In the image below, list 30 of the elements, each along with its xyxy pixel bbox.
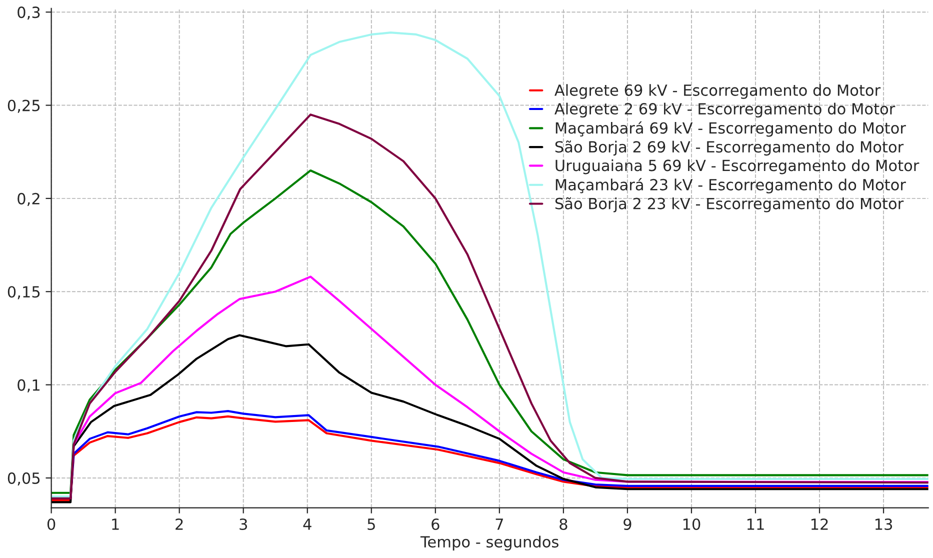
legend-label: Alegrete 2 69 kV - Escorregamento do Motor (554, 102, 896, 118)
x-tick-label: 12 (811, 518, 828, 530)
y-tick-label: 0,1 (18, 379, 40, 392)
y-tick-label: 0,15 (8, 286, 40, 300)
x-tick-label: 3 (240, 518, 247, 530)
x-tick-label: 5 (368, 518, 375, 530)
legend-label: São Borja 2 23 kV - Escorregamento do Motor (555, 197, 904, 212)
x-tick-label: 8 (560, 518, 568, 530)
legend-label: Alegrete 69 kV - Escorregamento do Motor (554, 84, 881, 99)
x-axis-title: Tempo - segundos (420, 536, 558, 551)
legend-label: São Borja 2 69 kV - Escorregamento do Motor (555, 140, 904, 156)
y-tick-label: 0,2 (18, 192, 40, 206)
x-tick-label: 4 (303, 518, 312, 530)
x-tick-label: 7 (496, 518, 503, 530)
x-tick-label: 1 (112, 518, 119, 530)
x-tick-label: 9 (624, 518, 632, 530)
x-tick-label: 11 (747, 518, 764, 530)
legend-label: Maçambará 69 kV - Escorregamento do Motor (556, 121, 906, 137)
x-tick-label: 6 (432, 518, 440, 530)
y-tick-label: 0,3 (18, 6, 40, 20)
x-tick-label: 2 (176, 518, 183, 530)
line-series (51, 32, 928, 498)
line-series (51, 334, 928, 504)
x-tick-label: 13 (875, 518, 892, 530)
legend-label: Maçambará 23 kV - Escorregamento do Motor (556, 178, 906, 194)
legend-label: Uruguaiana 5 69 kV - Escorregamento do Motor (556, 159, 920, 174)
x-tick-label: 0 (47, 518, 56, 530)
x-tick-label: 10 (683, 518, 700, 530)
y-tick-label: 0,05 (8, 472, 40, 486)
y-tick-label: 0,25 (8, 100, 40, 113)
